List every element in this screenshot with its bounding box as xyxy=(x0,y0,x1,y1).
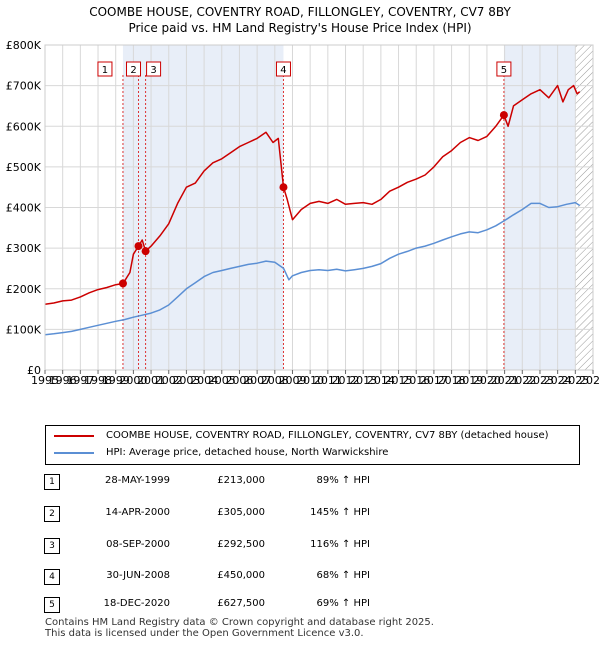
sale-row: 5 18-DEC-2020 £627,500 69% ↑ HPI xyxy=(0,595,600,615)
sale-label: 2 xyxy=(130,65,136,76)
sale-number: 5 xyxy=(44,597,60,613)
y-tick-label: £300K xyxy=(6,242,42,255)
sale-label: 3 xyxy=(150,65,156,76)
x-tick-label: 1999 xyxy=(102,374,130,387)
y-tick-label: £800K xyxy=(6,39,42,52)
plot-frame xyxy=(44,44,594,371)
sale-label-box xyxy=(146,61,162,77)
sale-hpi-change: 89% ↑ HPI xyxy=(316,475,370,486)
sale-number: 3 xyxy=(44,538,60,554)
sale-label-box xyxy=(275,61,291,77)
y-tick-label: £400K xyxy=(6,202,42,215)
footer-copyright: Contains HM Land Registry data © Crown c… xyxy=(45,617,434,628)
sale-price: £305,000 xyxy=(217,507,265,518)
sale-number: 2 xyxy=(44,506,60,522)
x-tick-label: 2009 xyxy=(278,374,306,387)
x-tick-label: 2002 xyxy=(155,374,183,387)
x-tick-label: 2012 xyxy=(332,374,360,387)
sale-label: 5 xyxy=(501,65,507,76)
sale-point xyxy=(134,242,143,251)
x-tick-label: 2008 xyxy=(261,374,289,387)
sale-hpi-change: 68% ↑ HPI xyxy=(316,570,370,581)
x-tick-label: 2021 xyxy=(491,374,519,387)
sale-point xyxy=(141,247,150,256)
legend-label-hpi: HPI: Average price, detached house, Nort… xyxy=(106,447,389,458)
x-tick-label: 2000 xyxy=(119,374,147,387)
x-tick-label: 2014 xyxy=(367,374,395,387)
sale-date: 14-APR-2000 xyxy=(105,507,170,518)
x-tick-label: 1997 xyxy=(66,374,94,387)
y-tick-label: £200K xyxy=(6,283,42,296)
x-tick-label: 2026 xyxy=(579,374,600,387)
sale-label: 1 xyxy=(102,65,108,76)
y-tick-label: £100K xyxy=(6,323,42,336)
x-tick-label: 2006 xyxy=(225,374,253,387)
x-tick-label: 1998 xyxy=(84,374,112,387)
x-tick-label: 2025 xyxy=(561,374,589,387)
chart-title: COOMBE HOUSE, COVENTRY ROAD, FILLONGLEY,… xyxy=(89,5,511,19)
sale-number: 1 xyxy=(44,474,60,490)
x-tick-label: 2001 xyxy=(137,374,165,387)
x-tick-label: 2019 xyxy=(455,374,483,387)
sale-label-box xyxy=(496,61,512,77)
x-tick-label: 2013 xyxy=(349,374,377,387)
sale-row: 3 08-SEP-2000 £292,500 116% ↑ HPI xyxy=(0,536,600,556)
price-chart: 1 2 3 4 5 £0 £100K £200K £300K £400K £500K £600K £70… xyxy=(6,39,600,387)
x-tick-label: 2023 xyxy=(526,374,554,387)
sale-price: £292,500 xyxy=(217,539,265,550)
hpi-line xyxy=(44,201,581,336)
y-tick-label: £500K xyxy=(6,161,42,174)
sale-price: £450,000 xyxy=(217,570,265,581)
sale-row: 2 14-APR-2000 £305,000 145% ↑ HPI xyxy=(0,504,600,524)
sale-hpi-change: 145% ↑ HPI xyxy=(310,507,370,518)
x-tick-label: 2018 xyxy=(438,374,466,387)
footer: Contains HM Land Registry data © Crown c… xyxy=(45,617,434,639)
x-tick-label: 1995 xyxy=(31,374,59,387)
sale-date: 28-MAY-1999 xyxy=(104,475,170,486)
x-tick-label: 2011 xyxy=(314,374,342,387)
sale-date: 18-DEC-2020 xyxy=(103,598,170,609)
sale-label-box xyxy=(126,61,142,77)
legend: COOMBE HOUSE, COVENTRY ROAD, FILLONGLEY,… xyxy=(45,425,580,465)
legend-swatch-hpi xyxy=(54,452,94,454)
legend-label-property: COOMBE HOUSE, COVENTRY ROAD, FILLONGLEY,… xyxy=(106,430,549,441)
sale-price: £627,500 xyxy=(217,598,265,609)
x-tick-label: 2007 xyxy=(243,374,271,387)
x-tick-label: 1996 xyxy=(49,374,77,387)
y-tick-label: £700K xyxy=(6,80,42,93)
x-tick-label: 2004 xyxy=(190,374,218,387)
sale-row: 1 28-MAY-1999 £213,000 89% ↑ HPI xyxy=(0,472,600,492)
sale-point xyxy=(499,111,508,120)
x-tick-label: 2003 xyxy=(172,374,200,387)
x-tick-label: 2020 xyxy=(473,374,501,387)
footer-licence: This data is licensed under the Open Gov… xyxy=(45,628,364,639)
x-tick-label: 2016 xyxy=(402,374,430,387)
legend-swatch-property xyxy=(54,435,94,437)
sale-date: 30-JUN-2008 xyxy=(106,570,170,581)
x-tick-label: 2010 xyxy=(296,374,324,387)
sale-label-box xyxy=(97,61,113,77)
sale-label: 4 xyxy=(280,65,286,76)
x-tick-label: 2017 xyxy=(420,374,448,387)
y-tick-label: £600K xyxy=(6,120,42,133)
sale-row: 4 30-JUN-2008 £450,000 68% ↑ HPI xyxy=(0,567,600,587)
sale-point xyxy=(279,183,288,192)
sale-point xyxy=(118,279,127,288)
x-tick-label: 2022 xyxy=(508,374,536,387)
sale-date: 08-SEP-2000 xyxy=(106,539,170,550)
chart-subtitle: Price paid vs. HM Land Registry's House … xyxy=(128,21,472,35)
sale-hpi-change: 69% ↑ HPI xyxy=(316,598,370,609)
property-price-line xyxy=(44,84,581,305)
x-tick-label: 2005 xyxy=(208,374,236,387)
sale-price: £213,000 xyxy=(217,475,265,486)
y-tick-label: £0 xyxy=(27,364,41,377)
x-tick-label: 2015 xyxy=(385,374,413,387)
x-tick-label: 2024 xyxy=(544,374,572,387)
sale-hpi-change: 116% ↑ HPI xyxy=(310,539,370,550)
sale-number: 4 xyxy=(44,569,60,585)
